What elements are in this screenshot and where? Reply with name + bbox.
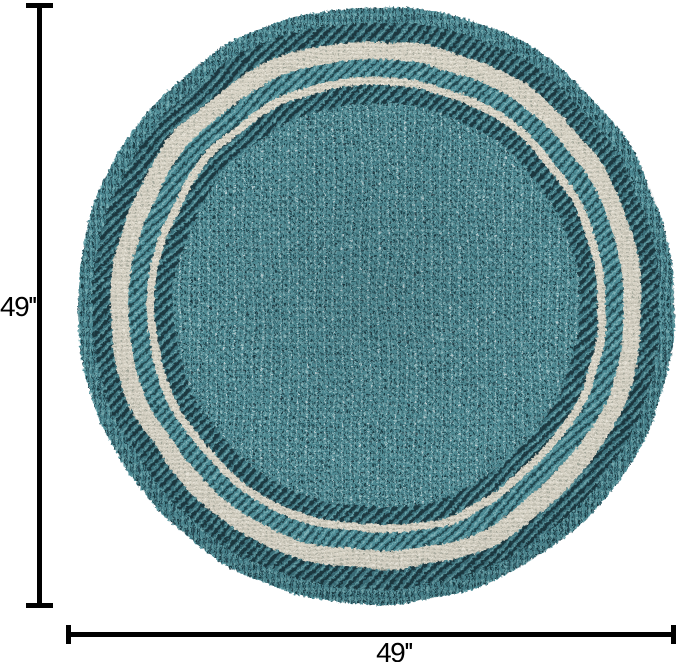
width-dimension-label: 49'': [376, 637, 413, 662]
rug-photo: [77, 3, 676, 608]
width-dimension-line: [66, 625, 676, 644]
height-dimension-line: [26, 3, 53, 608]
rug-shading-overlay: [78, 7, 675, 604]
height-dimension-label: 49'': [0, 291, 37, 322]
rug-illustration: [77, 6, 676, 605]
